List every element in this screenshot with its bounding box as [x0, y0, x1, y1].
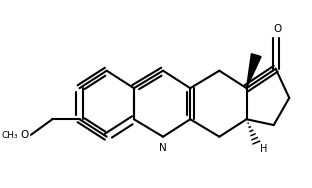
Text: N: N: [159, 143, 167, 152]
Polygon shape: [246, 54, 261, 88]
Text: O: O: [21, 130, 29, 140]
Text: CH₃: CH₃: [2, 131, 19, 140]
Text: O: O: [274, 24, 282, 34]
Text: H: H: [260, 145, 267, 155]
